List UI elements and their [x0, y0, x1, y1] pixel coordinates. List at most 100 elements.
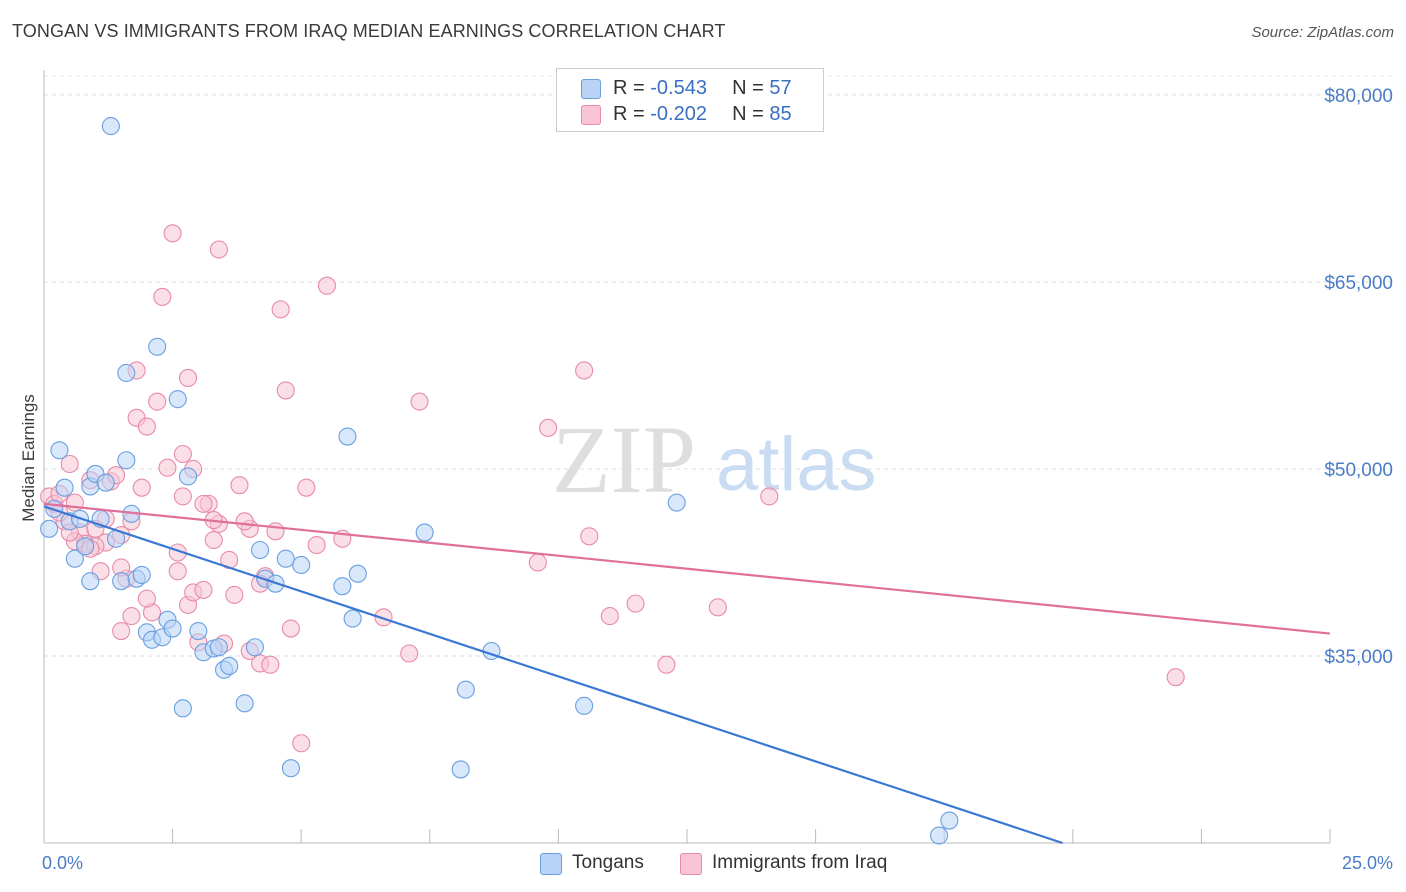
legend-n-label: N =: [732, 103, 770, 125]
point-tongans: [338, 427, 357, 446]
point-iraq: [374, 608, 393, 627]
point-tongans: [132, 565, 151, 584]
x-tick-label: 25.0%: [1342, 853, 1393, 873]
point-iraq: [410, 392, 429, 411]
trend-lines: [43, 502, 1331, 845]
point-iraq: [317, 276, 336, 295]
point-iraq: [626, 594, 645, 613]
point-iraq: [281, 619, 300, 638]
point-tongans: [163, 619, 182, 638]
chart-title: TONGAN VS IMMIGRANTS FROM IRAQ MEDIAN EA…: [12, 21, 726, 41]
point-tongans: [575, 696, 594, 715]
point-iraq: [204, 530, 223, 550]
point-iraq: [539, 418, 558, 437]
point-iraq: [148, 392, 167, 411]
legend-r-value: -0.202: [650, 103, 707, 125]
point-iraq: [266, 522, 285, 541]
point-tongans: [348, 564, 367, 583]
point-iraq: [276, 381, 295, 400]
point-tongans: [189, 621, 208, 641]
point-iraq: [271, 300, 290, 319]
point-iraq: [168, 562, 187, 581]
point-iraq: [112, 621, 131, 641]
point-tongans: [55, 478, 74, 497]
point-iraq: [132, 478, 151, 497]
legend-r-label: R =: [613, 77, 651, 99]
point-tongans: [117, 363, 136, 383]
legend-r-label: R =: [613, 103, 651, 125]
watermark-atlas: atlas: [716, 422, 877, 507]
point-iraq: [194, 580, 213, 599]
legend-r-value: -0.543: [650, 77, 707, 99]
chart-source: Source: ZipAtlas.com: [1251, 24, 1394, 41]
point-iraq: [600, 607, 619, 626]
point-tongans: [81, 572, 100, 591]
series-tongans-points: [40, 117, 959, 845]
bottom-legend-label-tongans: Tongans: [572, 852, 644, 873]
x-tick-label: 0.0%: [42, 853, 83, 873]
point-iraq: [137, 589, 156, 608]
y-axis-label: Median Earnings: [19, 394, 38, 522]
point-iraq: [122, 607, 141, 626]
point-iraq: [173, 487, 192, 506]
trend-line-iraq: [43, 502, 1331, 635]
point-tongans: [173, 699, 192, 718]
point-iraq: [173, 444, 192, 464]
y-tick-label: $80,000: [1324, 86, 1393, 107]
y-tick-label: $65,000: [1324, 273, 1393, 294]
point-iraq: [225, 585, 244, 604]
point-tongans: [245, 638, 264, 657]
point-tongans: [96, 473, 115, 492]
point-iraq: [575, 361, 594, 380]
point-tongans: [117, 451, 136, 470]
point-iraq: [137, 417, 156, 436]
point-tongans: [148, 337, 167, 356]
point-tongans: [220, 656, 239, 676]
point-tongans: [292, 555, 311, 575]
point-tongans: [281, 759, 300, 778]
legend-swatch-tongans: [581, 79, 601, 99]
point-tongans: [40, 519, 59, 538]
point-tongans: [235, 694, 254, 713]
bottom-legend-swatch-iraq: [680, 853, 702, 875]
point-iraq: [158, 458, 177, 477]
point-tongans: [168, 390, 187, 409]
point-iraq: [60, 454, 79, 474]
point-iraq: [230, 476, 249, 495]
point-iraq: [708, 598, 727, 617]
point-tongans: [112, 572, 131, 591]
point-tongans: [667, 493, 686, 512]
axis-labels: Median Earnings $35,000 $50,000 $65,000 $80…: [19, 86, 1393, 873]
point-tongans: [333, 577, 352, 596]
y-tick-label: $35,000: [1324, 647, 1393, 668]
point-iraq: [1166, 668, 1185, 687]
point-tongans: [930, 826, 949, 845]
point-iraq: [580, 527, 599, 546]
point-iraq: [261, 655, 280, 674]
trend-line-tongans: [43, 505, 1063, 845]
point-tongans: [178, 467, 198, 486]
point-iraq: [209, 240, 228, 259]
axes: [43, 70, 1331, 844]
point-iraq: [307, 535, 326, 555]
bottom-legend-swatch-tongans: [540, 853, 562, 875]
point-iraq: [292, 734, 311, 753]
grid-lines: [44, 75, 1392, 657]
point-tongans: [456, 680, 475, 699]
point-tongans: [50, 441, 69, 460]
point-iraq: [297, 478, 316, 497]
legend-n-label: N =: [732, 77, 770, 99]
point-tongans: [415, 523, 434, 542]
y-tick-label: $50,000: [1324, 460, 1393, 481]
legend-n-value: 85: [769, 103, 792, 125]
point-iraq: [400, 644, 419, 663]
point-iraq: [760, 487, 779, 506]
legend-n-value: 57: [769, 77, 792, 99]
watermark: ZIP atlas: [552, 406, 877, 513]
point-tongans: [101, 117, 120, 136]
point-iraq: [194, 494, 213, 513]
point-tongans: [76, 537, 95, 556]
point-tongans: [209, 638, 228, 657]
point-tongans: [250, 540, 270, 560]
